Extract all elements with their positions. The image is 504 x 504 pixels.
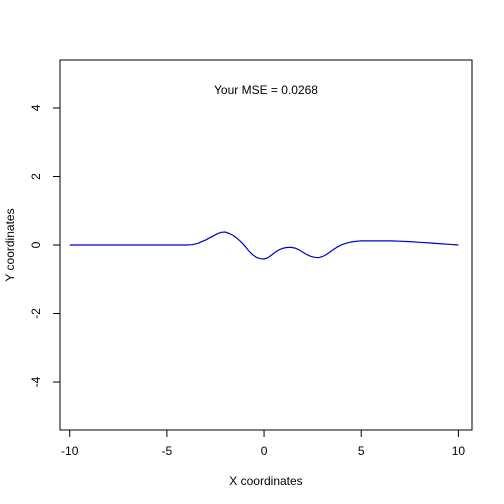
y-tick-label: -4 [29, 376, 43, 387]
series-line [69, 231, 459, 260]
x-axis-label: X coordinates [229, 474, 302, 488]
x-tick-label: 5 [358, 444, 365, 458]
x-tick-label: 0 [261, 444, 268, 458]
y-tick-label: 2 [29, 173, 43, 180]
y-tick-label: -2 [29, 308, 43, 319]
y-axis-label: Y coordinates [3, 208, 17, 281]
y-tick-label: 0 [29, 241, 43, 248]
plot-area [69, 231, 459, 260]
mse-annotation: Your MSE = 0.0268 [214, 83, 318, 97]
x-axis: -10 -5 0 5 10 [61, 430, 465, 458]
x-tick-label: -5 [162, 444, 173, 458]
x-tick-label: -10 [61, 444, 79, 458]
x-tick-label: 10 [452, 444, 466, 458]
y-tick-label: 4 [29, 104, 43, 111]
y-axis: -4 -2 0 2 4 [29, 104, 60, 387]
